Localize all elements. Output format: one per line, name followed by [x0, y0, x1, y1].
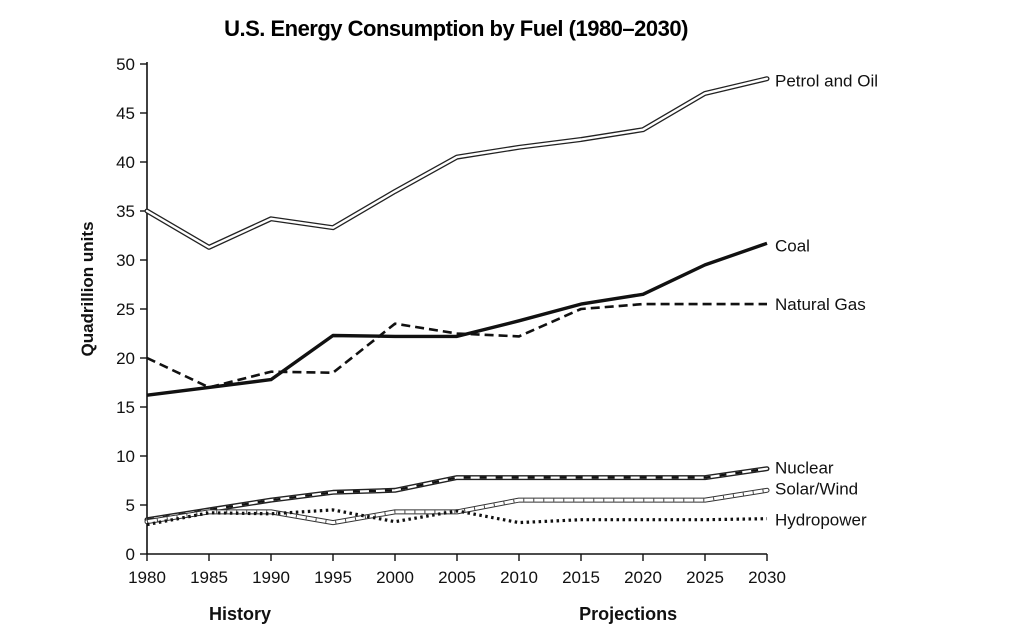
y-tick-label: 35: [116, 202, 135, 221]
series-coal: [146, 241, 768, 397]
x-tick-label: 1995: [314, 568, 352, 587]
series-hydropower: [146, 508, 768, 527]
x-tick-label: 2020: [624, 568, 662, 587]
series-label: Hydropower: [775, 511, 867, 530]
series-label: Natural Gas: [775, 295, 866, 314]
series-line: [146, 508, 768, 527]
series-label: Nuclear: [775, 459, 834, 478]
series-lines: [144, 76, 770, 527]
chart-title: U.S. Energy Consumption by Fuel (1980–20…: [224, 16, 688, 41]
x-tick-label: 2030: [748, 568, 786, 587]
section-label: Projections: [579, 604, 677, 624]
series-labels: Petrol and Oil Coal Natural Gas NuclearSola…: [775, 72, 878, 530]
y-axis-label: Quadrillion units: [78, 221, 97, 356]
series-line-hatch: [146, 488, 768, 525]
x-tick-label: 1985: [190, 568, 228, 587]
series-label: Petrol and Oil: [775, 72, 878, 91]
series-nuclear: [144, 466, 770, 523]
x-tick-label: 1990: [252, 568, 290, 587]
y-tick-label: 45: [116, 104, 135, 123]
series-petrol-and-oil: [144, 76, 770, 250]
x-tick-label: 2015: [562, 568, 600, 587]
y-tick-label: 20: [116, 349, 135, 368]
x-tick-label: 2000: [376, 568, 414, 587]
series-label: Coal: [775, 236, 810, 255]
section-labels: History Projections: [209, 604, 677, 624]
y-tick-label: 0: [126, 545, 135, 564]
series-line: [146, 241, 768, 397]
y-tick-label: 15: [116, 398, 135, 417]
y-tick-label: 10: [116, 447, 135, 466]
series-label: Solar/Wind: [775, 479, 858, 498]
series-natural-gas: [146, 302, 767, 389]
y-tick-label: 25: [116, 300, 135, 319]
series-line-inner: [145, 467, 769, 521]
y-tick-label: 5: [126, 496, 135, 515]
series-line-outer: [144, 76, 770, 250]
y-tick-label: 30: [116, 251, 135, 270]
y-tick-label: 50: [116, 55, 135, 74]
x-tick-label: 2025: [686, 568, 724, 587]
series-line: [146, 302, 767, 389]
x-tick-label: 2005: [438, 568, 476, 587]
y-tick-label: 40: [116, 153, 135, 172]
x-tick-label: 1980: [128, 568, 166, 587]
x-tick-label: 2010: [500, 568, 538, 587]
section-label: History: [209, 604, 271, 624]
series-line-inner: [145, 77, 769, 249]
